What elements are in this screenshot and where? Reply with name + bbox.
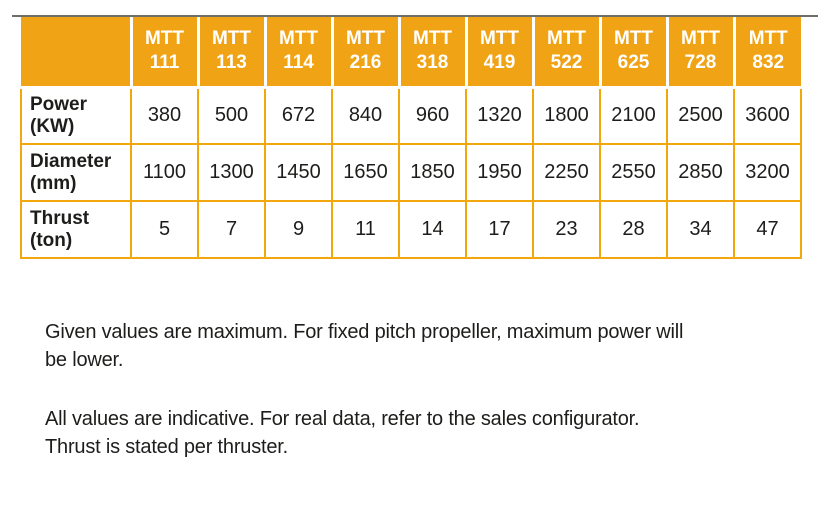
top-rule xyxy=(12,15,818,17)
row-label-diameter: Diameter (mm) xyxy=(20,143,132,202)
value-cell: 1450 xyxy=(264,143,333,202)
column-header-mtt-113: MTT 113 xyxy=(196,17,265,89)
cell-line: 111 xyxy=(149,52,180,74)
value-cell: 2550 xyxy=(599,143,668,202)
column-header-mtt-318: MTT 318 xyxy=(397,17,466,89)
cell-line: Diameter xyxy=(30,150,112,172)
table-row-thrust: Thrust (ton) 5 7 9 11 14 17 23 28 34 47 xyxy=(20,200,802,259)
cell-line: 216 xyxy=(349,52,382,74)
value-cell: 1650 xyxy=(331,143,400,202)
row-label-power: Power (KW) xyxy=(20,86,132,145)
column-header-mtt-111: MTT 111 xyxy=(129,17,198,89)
cell-line: 522 xyxy=(550,52,583,74)
cell-line: 113 xyxy=(216,52,247,74)
value-cell: 2250 xyxy=(532,143,601,202)
row-label-thrust: Thrust (ton) xyxy=(20,200,132,259)
cell-line: MTT xyxy=(680,28,721,50)
cell-line: 114 xyxy=(283,52,314,74)
cell-line: MTT xyxy=(748,28,788,50)
table-header: MTT 111 MTT 113 MTT 114 MTT 216 MTT 318 MTT 419 MTT 5… xyxy=(21,17,801,89)
value-cell: 1800 xyxy=(532,86,601,145)
cell-line: MTT xyxy=(546,28,587,50)
cell-line: 318 xyxy=(416,52,449,74)
value-cell: 380 xyxy=(130,86,199,145)
cell-line: 832 xyxy=(752,52,785,74)
cell-line: (mm) xyxy=(30,172,77,194)
column-header-mtt-522: MTT 522 xyxy=(531,17,600,89)
value-cell: 1850 xyxy=(398,143,467,202)
value-cell: 3200 xyxy=(733,143,802,202)
table-body: Power (KW) 380 500 672 840 960 1320 1800 2100 2500… xyxy=(20,86,802,259)
value-cell: 1320 xyxy=(465,86,534,145)
note-line: Thrust is stated per thruster. xyxy=(45,436,288,458)
cell-line: Power xyxy=(30,93,88,115)
cell-line: MTT xyxy=(211,28,252,50)
value-cell: 1950 xyxy=(465,143,534,202)
column-header-mtt-419: MTT 419 xyxy=(464,17,533,89)
note-line: be lower. xyxy=(45,349,124,371)
header-row: MTT 111 MTT 113 MTT 114 MTT 216 MTT 318 MTT 419 MTT 5… xyxy=(21,17,801,89)
cell-line: MTT xyxy=(613,28,654,50)
cell-line: (KW) xyxy=(30,115,75,137)
value-cell: 5 xyxy=(130,200,199,259)
cell-line: 625 xyxy=(617,52,650,74)
value-cell: 2850 xyxy=(666,143,735,202)
value-cell: 9 xyxy=(264,200,333,259)
value-cell: 1300 xyxy=(197,143,266,202)
cell-line: 728 xyxy=(684,52,717,74)
corner-cell xyxy=(21,17,131,89)
cell-line: 419 xyxy=(483,52,516,74)
value-cell: 34 xyxy=(666,200,735,259)
cell-line: MTT xyxy=(479,28,520,50)
cell-line: MTT xyxy=(345,28,386,50)
value-cell: 47 xyxy=(733,200,802,259)
note-maximum-values: Given values are maximum. For fixed pitc… xyxy=(45,318,805,374)
column-header-mtt-114: MTT 114 xyxy=(263,17,332,89)
cell-line: MTT xyxy=(412,28,453,50)
value-cell: 11 xyxy=(331,200,400,259)
value-cell: 2100 xyxy=(599,86,668,145)
note-indicative-values: All values are indicative. For real data… xyxy=(45,405,805,461)
cell-line: (ton) xyxy=(30,229,73,251)
cell-line: MTT xyxy=(278,28,319,50)
thruster-spec-table: MTT 111 MTT 113 MTT 114 MTT 216 MTT 318 MTT 419 MTT 5… xyxy=(20,17,802,259)
value-cell: 3600 xyxy=(733,86,802,145)
value-cell: 840 xyxy=(331,86,400,145)
value-cell: 17 xyxy=(465,200,534,259)
cell-line: MTT xyxy=(144,28,185,50)
notes: Given values are maximum. For fixed pitc… xyxy=(45,318,805,461)
column-header-mtt-216: MTT 216 xyxy=(330,17,399,89)
value-cell: 14 xyxy=(398,200,467,259)
column-header-mtt-728: MTT 728 xyxy=(665,17,734,89)
value-cell: 672 xyxy=(264,86,333,145)
note-line: All values are indicative. For real data… xyxy=(45,408,640,430)
value-cell: 23 xyxy=(532,200,601,259)
value-cell: 1100 xyxy=(130,143,199,202)
table-row-diameter: Diameter (mm) 1100 1300 1450 1650 1850 1950 2250… xyxy=(20,143,802,202)
cell-line: Thrust xyxy=(30,207,90,229)
note-line: Given values are maximum. For fixed pitc… xyxy=(45,321,684,343)
table-row-power: Power (KW) 380 500 672 840 960 1320 1800 2100 2500… xyxy=(20,86,802,145)
value-cell: 500 xyxy=(197,86,266,145)
value-cell: 2500 xyxy=(666,86,735,145)
value-cell: 7 xyxy=(197,200,266,259)
value-cell: 960 xyxy=(398,86,467,145)
column-header-mtt-832: MTT 832 xyxy=(732,17,801,89)
column-header-mtt-625: MTT 625 xyxy=(598,17,667,89)
value-cell: 28 xyxy=(599,200,668,259)
